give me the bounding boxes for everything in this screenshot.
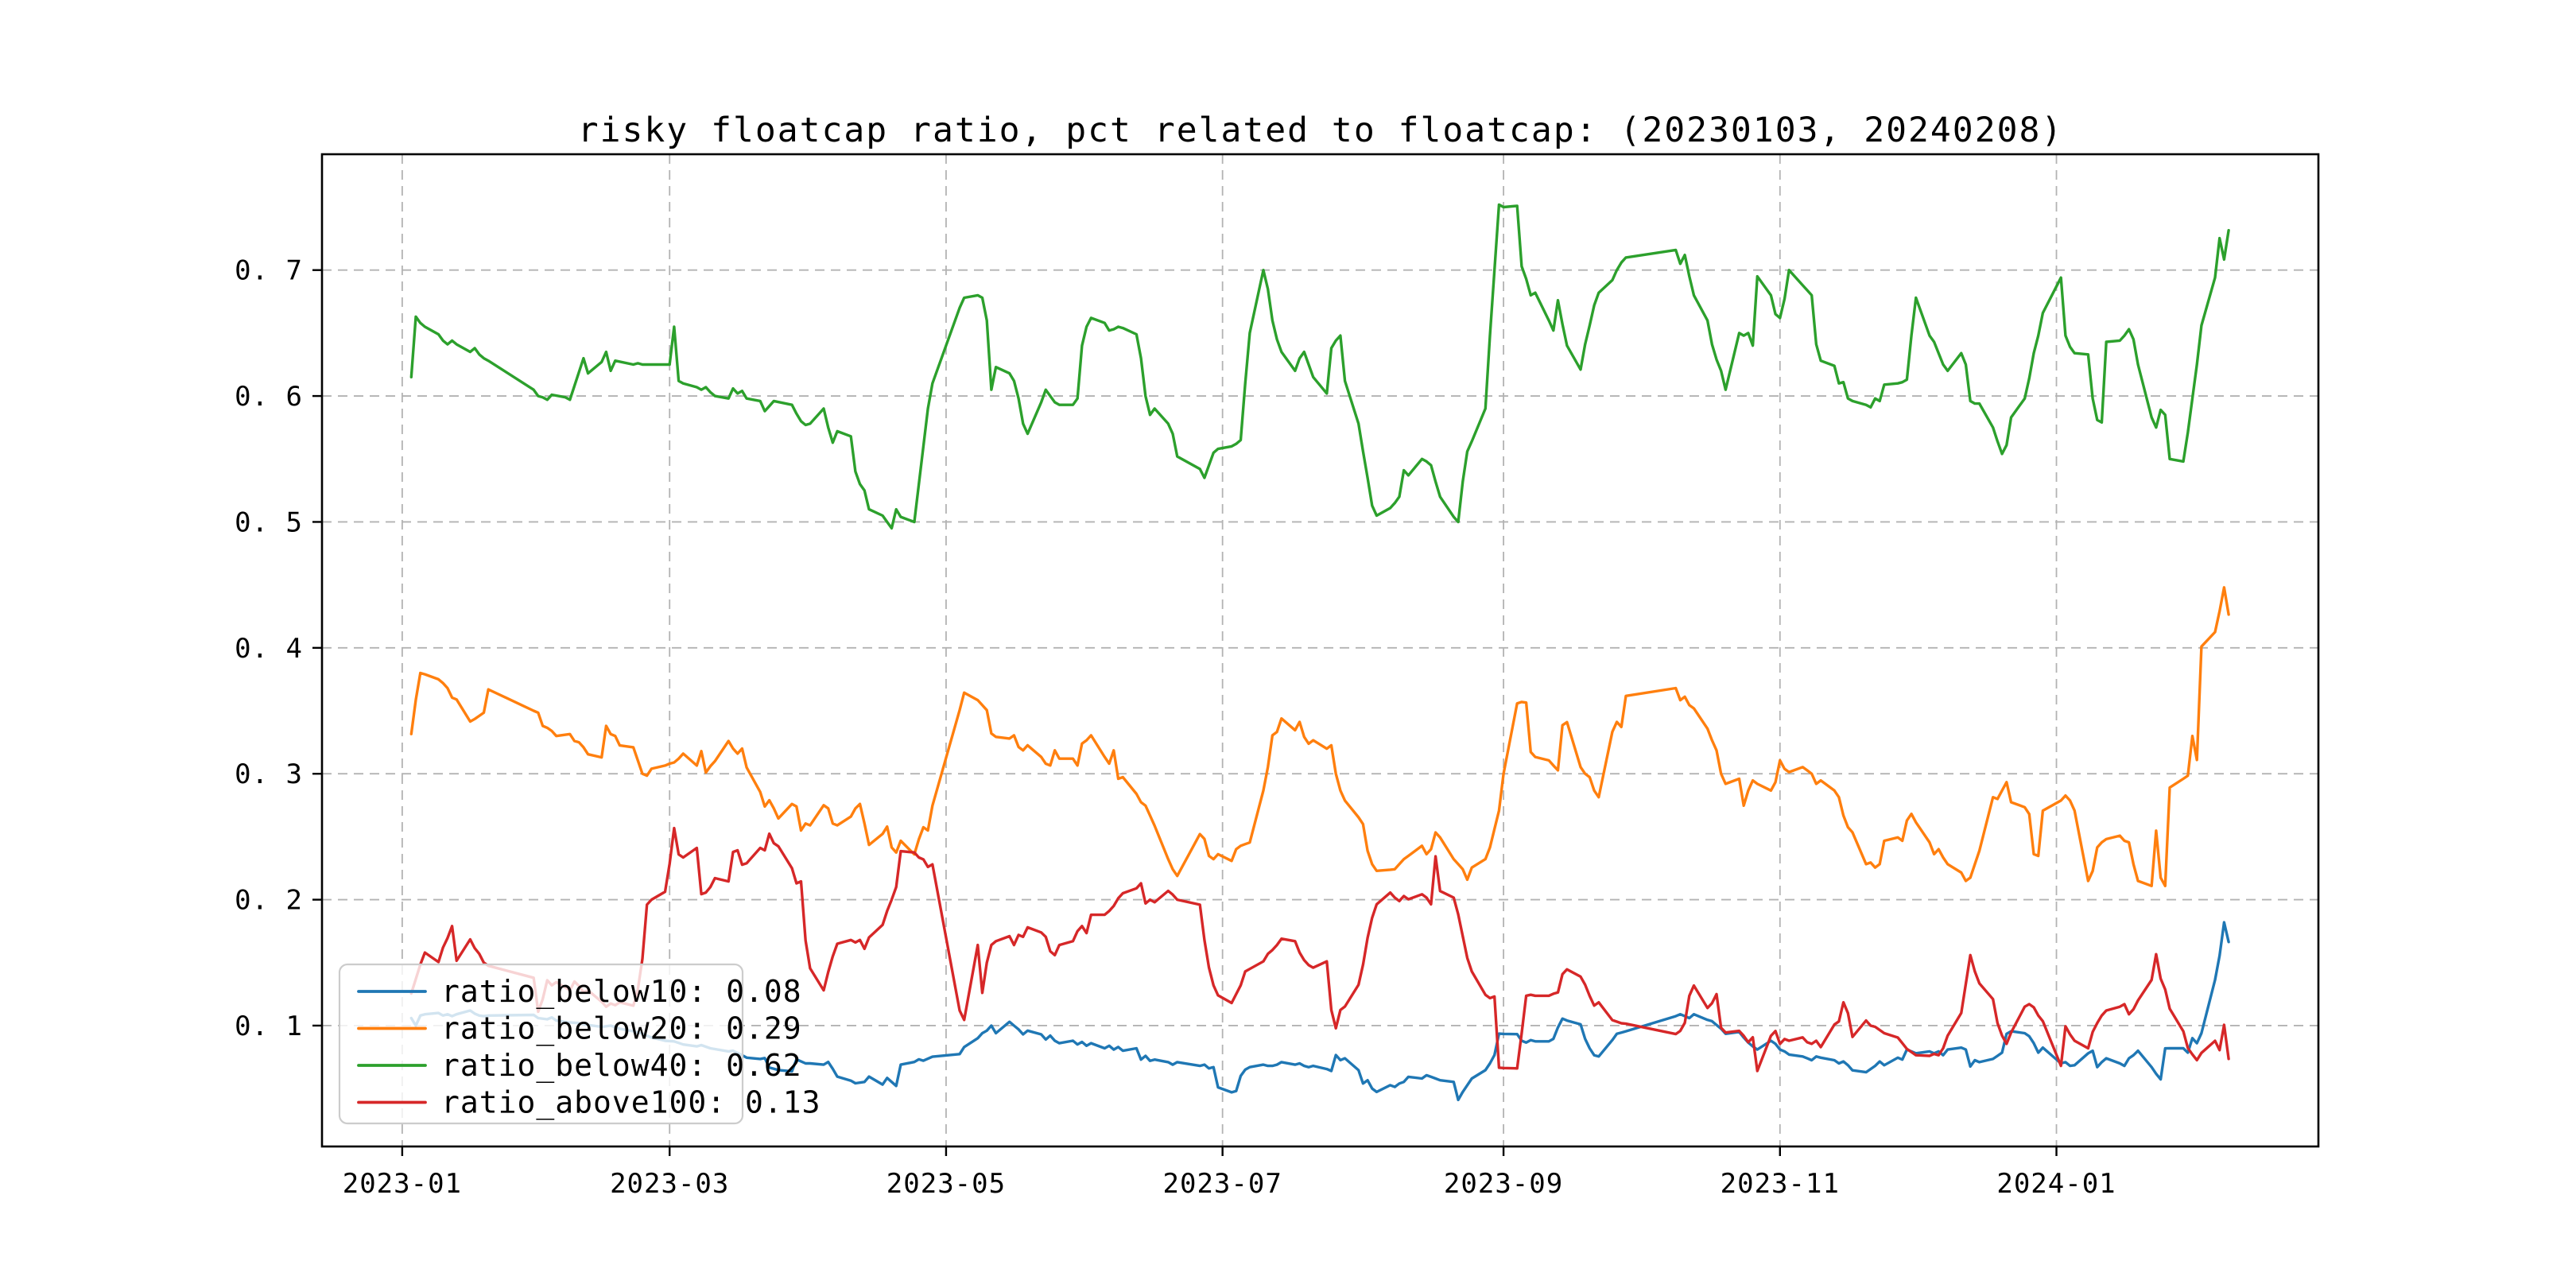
y-tick-label-0.4: 0. 4 bbox=[235, 633, 303, 665]
plot-border bbox=[320, 153, 2320, 1148]
x-tick-label-2023-05: 2023-05 bbox=[886, 1168, 1006, 1200]
x-tick-label-2023-01: 2023-01 bbox=[343, 1168, 462, 1200]
y-tick-label-0.2: 0. 2 bbox=[235, 885, 303, 917]
y-tick-label-0.3: 0. 3 bbox=[235, 758, 303, 790]
x-tick-label-2023-03: 2023-03 bbox=[610, 1168, 729, 1200]
x-tick-label-2023-07: 2023-07 bbox=[1163, 1168, 1282, 1200]
x-tick-label-2023-09: 2023-09 bbox=[1444, 1168, 1563, 1200]
y-tick-label-0.5: 0. 5 bbox=[235, 506, 303, 538]
legend-box bbox=[338, 963, 744, 1125]
series-line-ratio_below20 bbox=[409, 586, 2230, 888]
axes-layer: 0. 1 0. 2 0. 3 0. 4 0. 5 0. 6 0. 7 2023-01 2023-… bbox=[235, 153, 2320, 1200]
y-tick-label-0.1: 0. 1 bbox=[235, 1011, 303, 1042]
y-tick-label-0.6: 0. 6 bbox=[235, 381, 303, 413]
legend-item-ratio_above100: ratio_above100: 0.13 bbox=[441, 1085, 821, 1121]
legend-item-ratio_below10: ratio_below10: 0.08 bbox=[441, 974, 802, 1010]
y-tick-label-0.7: 0. 7 bbox=[235, 255, 303, 287]
series-layer bbox=[409, 203, 2230, 1102]
grid-layer bbox=[322, 154, 2318, 1146]
series-line-ratio_above100 bbox=[409, 826, 2230, 1073]
chart-title: risky floatcap ratio, pct related to flo… bbox=[578, 111, 2064, 150]
series-line-ratio_below10 bbox=[409, 921, 2230, 1102]
series-line-ratio_below40 bbox=[409, 203, 2230, 530]
x-tick-label-2024-01: 2024-01 bbox=[1996, 1168, 2116, 1200]
legend-item-ratio_below40: ratio_below40: 0.62 bbox=[441, 1048, 802, 1084]
x-tick-label-2023-11: 2023-11 bbox=[1721, 1168, 1840, 1200]
legend-item-ratio_below20: ratio_below20: 0.29 bbox=[441, 1011, 802, 1047]
